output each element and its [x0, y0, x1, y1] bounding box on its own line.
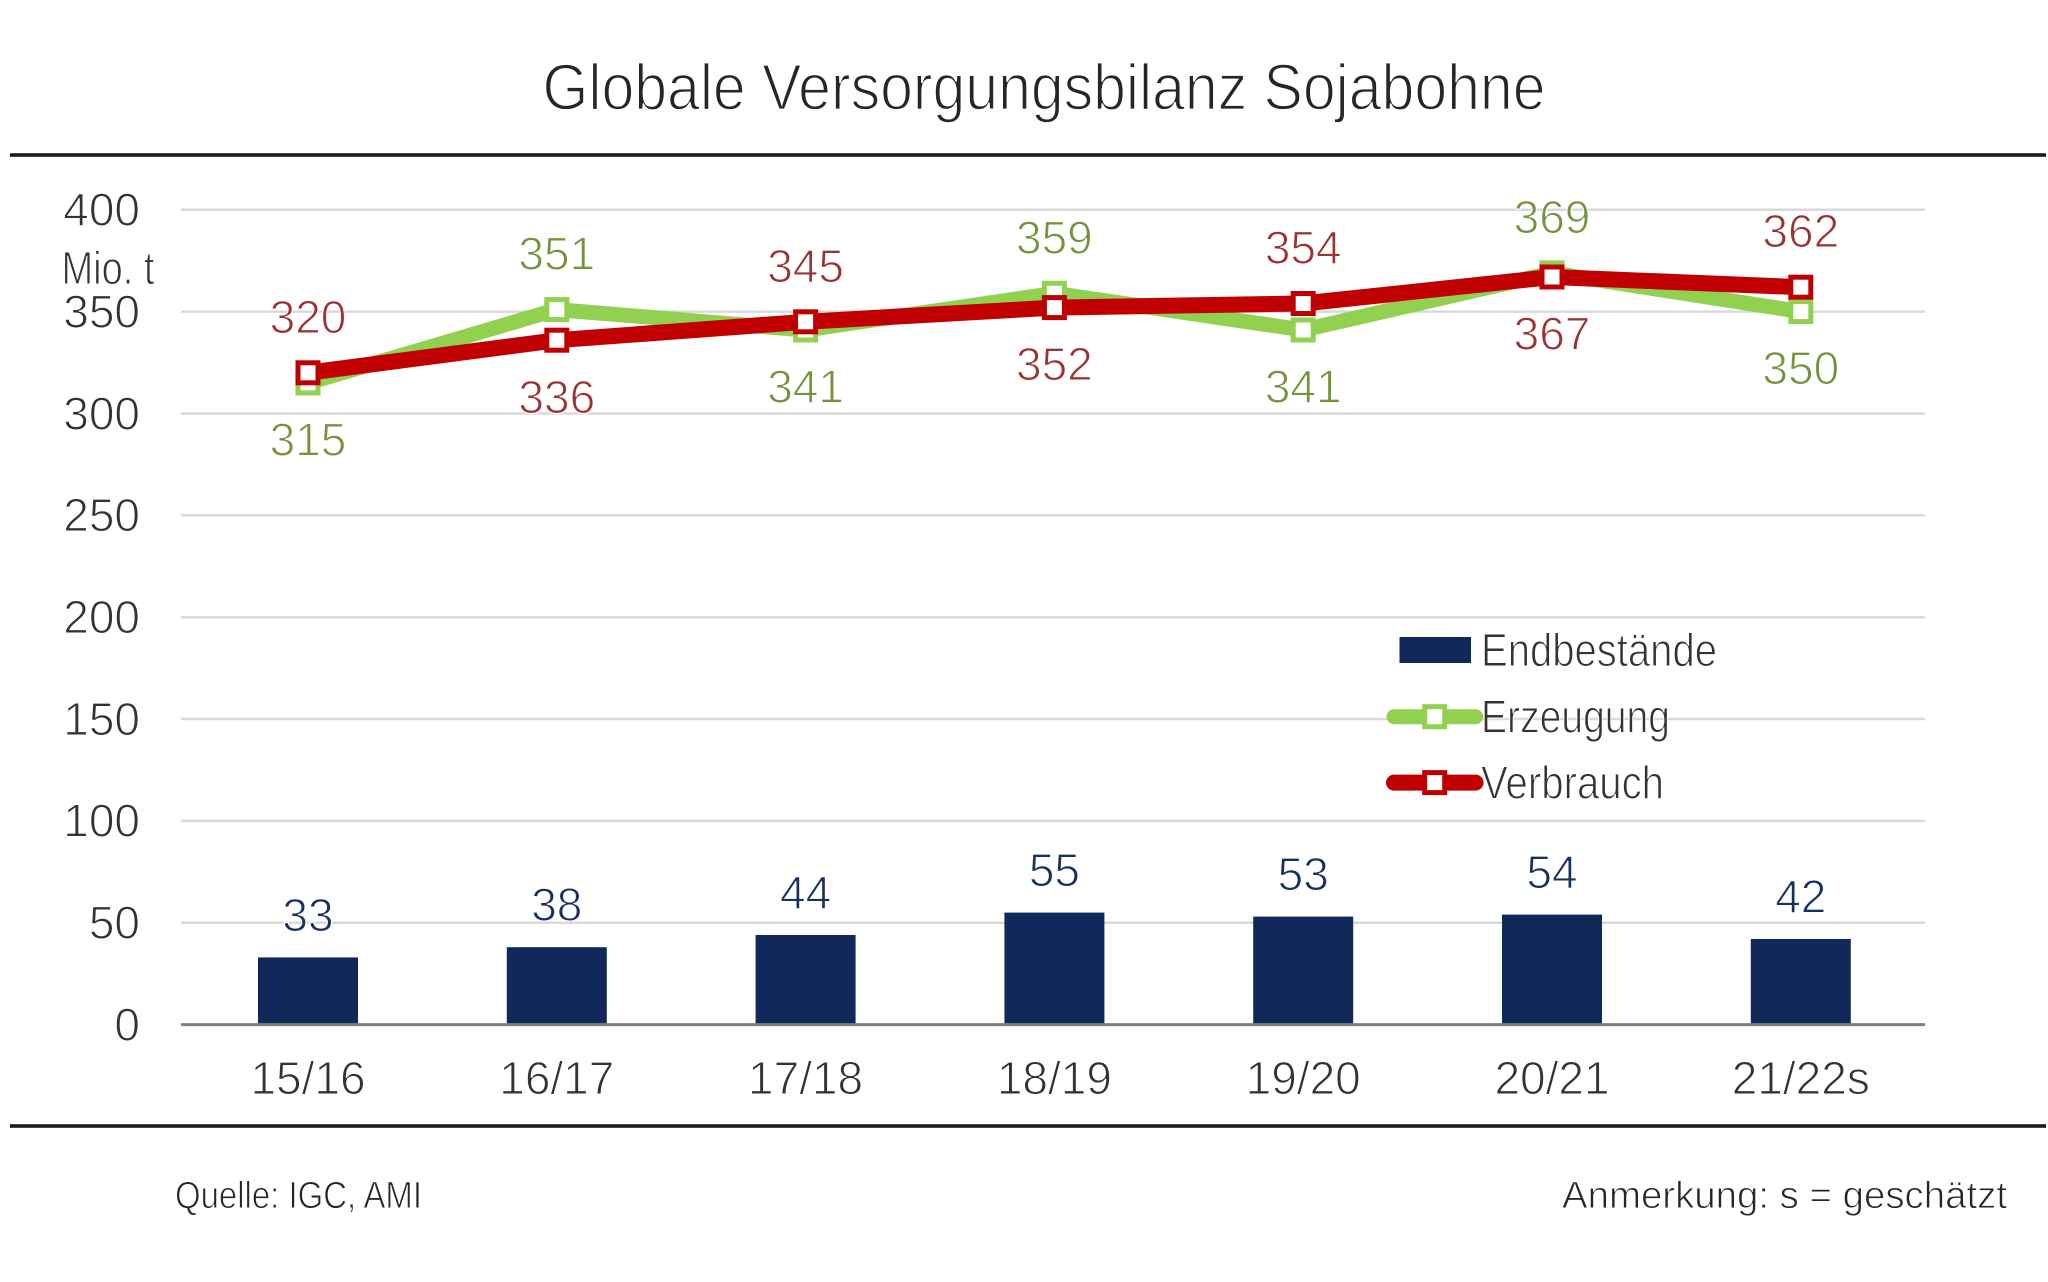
svg-text:Quelle: IGC, AMI: Quelle: IGC, AMI [175, 1175, 422, 1217]
svg-text:44: 44 [780, 867, 831, 919]
svg-text:54: 54 [1526, 846, 1577, 898]
svg-text:336: 336 [518, 371, 595, 423]
svg-text:Endbestände: Endbestände [1481, 624, 1717, 676]
svg-text:21/22s: 21/22s [1732, 1052, 1870, 1104]
svg-text:200: 200 [63, 591, 140, 643]
svg-text:350: 350 [1762, 342, 1839, 394]
svg-text:341: 341 [767, 361, 844, 413]
svg-text:Mio. t: Mio. t [62, 242, 155, 294]
svg-text:Globale Versorgungsbilanz Soja: Globale Versorgungsbilanz Sojabohne [543, 51, 1546, 124]
svg-text:55: 55 [1029, 844, 1080, 896]
svg-text:341: 341 [1265, 361, 1342, 413]
svg-text:20/21: 20/21 [1494, 1052, 1609, 1104]
svg-text:315: 315 [270, 414, 347, 466]
svg-text:354: 354 [1265, 222, 1342, 274]
svg-text:350: 350 [63, 286, 140, 338]
svg-text:351: 351 [518, 228, 595, 280]
svg-text:362: 362 [1762, 205, 1839, 257]
svg-text:250: 250 [63, 489, 140, 541]
svg-text:50: 50 [89, 897, 140, 949]
svg-text:Verbrauch: Verbrauch [1481, 756, 1664, 808]
svg-text:300: 300 [63, 387, 140, 439]
svg-text:400: 400 [63, 184, 140, 236]
svg-text:15/16: 15/16 [250, 1052, 365, 1104]
svg-text:0: 0 [114, 998, 140, 1050]
svg-text:17/18: 17/18 [748, 1052, 863, 1104]
svg-text:18/19: 18/19 [997, 1052, 1112, 1104]
svg-text:38: 38 [531, 879, 582, 931]
svg-text:369: 369 [1514, 191, 1591, 243]
svg-text:16/17: 16/17 [499, 1052, 614, 1104]
svg-text:42: 42 [1775, 871, 1826, 923]
svg-text:359: 359 [1016, 211, 1093, 263]
svg-text:320: 320 [270, 291, 347, 343]
svg-text:19/20: 19/20 [1246, 1052, 1361, 1104]
svg-text:Erzeugung: Erzeugung [1481, 691, 1670, 743]
svg-text:100: 100 [63, 795, 140, 847]
svg-text:352: 352 [1016, 338, 1093, 390]
svg-text:367: 367 [1514, 308, 1591, 360]
svg-text:345: 345 [767, 240, 844, 292]
svg-text:150: 150 [63, 693, 140, 745]
svg-text:33: 33 [282, 889, 333, 941]
svg-text:53: 53 [1278, 848, 1329, 900]
svg-text:Anmerkung: s = geschätzt: Anmerkung: s = geschätzt [1562, 1175, 2007, 1217]
